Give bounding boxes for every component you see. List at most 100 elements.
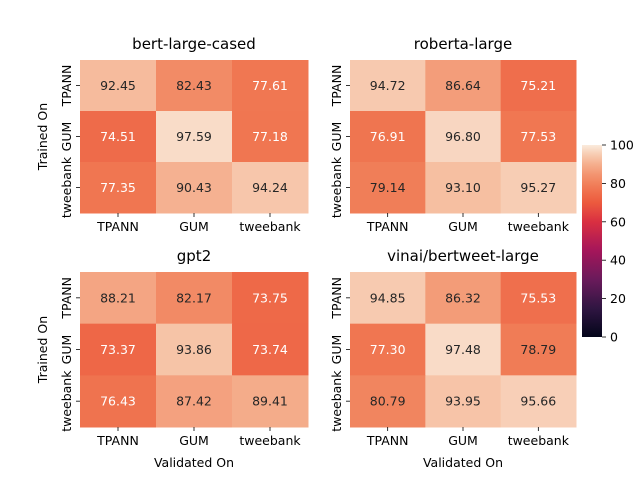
heatmap-cell xyxy=(80,111,157,163)
colorbar-gradient xyxy=(582,145,602,337)
heatmap-cell xyxy=(80,162,157,214)
heatmap-cell xyxy=(425,272,502,325)
heatmap-cell xyxy=(500,375,577,428)
heatmap-cell xyxy=(232,162,309,214)
cell-value-label: 76.43 xyxy=(100,394,136,409)
x-tick-label: tweebank xyxy=(508,433,570,448)
heatmap-cell xyxy=(500,60,577,112)
cell-value-label: 79.14 xyxy=(370,180,406,195)
cell-value-label: 86.64 xyxy=(445,78,481,93)
cell-value-label: 77.18 xyxy=(252,129,288,144)
cell-value-label: 95.27 xyxy=(520,180,556,195)
colorbar-tick-label: 20 xyxy=(610,291,626,306)
heatmap-cell xyxy=(500,111,577,163)
heatmap-cell xyxy=(156,111,233,163)
heatmap-cell xyxy=(80,272,157,325)
x-tick-label: tweebank xyxy=(508,219,570,234)
y-tick-label: GUM xyxy=(329,335,344,365)
cell-value-label: 94.24 xyxy=(252,180,288,195)
heatmap-cell xyxy=(350,60,426,112)
heatmap-cell xyxy=(350,272,426,325)
cell-value-label: 94.85 xyxy=(370,290,406,305)
heatmap-cell xyxy=(232,272,309,325)
heatmap-cell xyxy=(350,375,426,428)
cell-value-label: 97.59 xyxy=(176,129,212,144)
y-tick-label: GUM xyxy=(59,122,74,152)
colorbar-tick-label: 60 xyxy=(610,214,626,229)
cell-value-label: 90.43 xyxy=(176,180,212,195)
heatmap-cell xyxy=(350,111,426,163)
cell-value-label: 73.74 xyxy=(252,342,288,357)
colorbar-tick-label: 100 xyxy=(610,138,634,153)
cell-value-label: 92.45 xyxy=(100,78,136,93)
heatmap-panel: 94.72 86.64 75.21 76.91 96.80 77.53 79.14 93.10… xyxy=(329,35,577,234)
y-tick-label: TPANN xyxy=(59,277,74,320)
heatmap-cell xyxy=(425,323,502,376)
heatmap-cell xyxy=(425,375,502,428)
cell-value-label: 75.21 xyxy=(520,78,556,93)
cell-value-label: 87.42 xyxy=(176,394,212,409)
x-tick-label: GUM xyxy=(448,219,478,234)
x-tick-label: tweebank xyxy=(239,219,301,234)
panel-title: bert-large-cased xyxy=(132,35,256,53)
cell-value-label: 78.79 xyxy=(520,342,556,357)
y-tick-label: tweebank xyxy=(329,370,344,432)
heatmap-cell xyxy=(232,323,309,376)
y-tick-label: GUM xyxy=(329,122,344,152)
heatmap-cell xyxy=(156,375,233,428)
cell-value-label: 76.91 xyxy=(370,129,406,144)
cell-value-label: 88.21 xyxy=(100,290,136,305)
heatmap-cell xyxy=(425,60,502,112)
heatmap-cell xyxy=(425,111,502,163)
cell-value-label: 82.17 xyxy=(176,290,212,305)
y-tick-label: TPANN xyxy=(329,65,344,108)
y-tick-label: GUM xyxy=(59,335,74,365)
heatmap-cell xyxy=(500,323,577,376)
cell-value-label: 94.72 xyxy=(370,78,406,93)
heatmap-cell xyxy=(156,323,233,376)
colorbar: 0 20 40 60 80 100 xyxy=(582,138,634,345)
cell-value-label: 93.10 xyxy=(445,180,481,195)
heatmap-cell xyxy=(500,272,577,325)
cell-value-label: 73.75 xyxy=(252,290,288,305)
heatmap-cell xyxy=(232,375,309,428)
cell-value-label: 80.79 xyxy=(370,394,406,409)
cell-value-label: 86.32 xyxy=(445,290,481,305)
y-axis-label: Trained On xyxy=(35,316,50,384)
x-tick-label: TPANN xyxy=(96,433,139,448)
heatmap-panel: 94.85 86.32 75.53 77.30 97.48 78.79 80.79 93.95… xyxy=(329,247,577,470)
cell-value-label: 82.43 xyxy=(176,78,212,93)
cell-value-label: 93.86 xyxy=(176,342,212,357)
heatmap-panel: 88.21 82.17 73.75 73.37 93.86 73.74 76.43 87.42… xyxy=(35,247,309,470)
cell-value-label: 77.30 xyxy=(370,342,406,357)
heatmap-cell xyxy=(232,60,309,112)
cell-value-label: 74.51 xyxy=(100,129,136,144)
heatmap-cell xyxy=(350,162,426,214)
cell-value-label: 75.53 xyxy=(520,290,556,305)
heatmap-cell xyxy=(232,111,309,163)
panel-title: gpt2 xyxy=(177,247,211,265)
heatmap-cell xyxy=(80,375,157,428)
cell-value-label: 77.61 xyxy=(252,78,288,93)
colorbar-ticks: 0 20 40 60 80 100 xyxy=(602,138,634,345)
colorbar-tick-label: 40 xyxy=(610,253,626,268)
panel-title: roberta-large xyxy=(414,35,512,53)
heatmap-cell xyxy=(156,162,233,214)
heatmap-panel: 92.45 82.43 77.61 74.51 97.59 77.18 77.35 90.43… xyxy=(35,35,309,234)
x-axis-label: Validated On xyxy=(423,455,503,470)
cell-value-label: 96.80 xyxy=(445,129,481,144)
x-tick-label: GUM xyxy=(179,219,209,234)
heatmap-panels: 92.45 82.43 77.61 74.51 97.59 77.18 77.35 90.43… xyxy=(35,35,577,470)
x-tick-label: GUM xyxy=(179,433,209,448)
heatmap-cell xyxy=(156,60,233,112)
cell-value-label: 89.41 xyxy=(252,394,288,409)
colorbar-tick-label: 0 xyxy=(610,330,618,345)
heatmap-cell xyxy=(350,323,426,376)
colorbar-tick-label: 80 xyxy=(610,176,626,191)
x-tick-label: TPANN xyxy=(366,433,409,448)
cell-value-label: 97.48 xyxy=(445,342,481,357)
y-tick-label: TPANN xyxy=(59,65,74,108)
heatmap-cell xyxy=(80,60,157,112)
y-tick-label: tweebank xyxy=(59,156,74,218)
